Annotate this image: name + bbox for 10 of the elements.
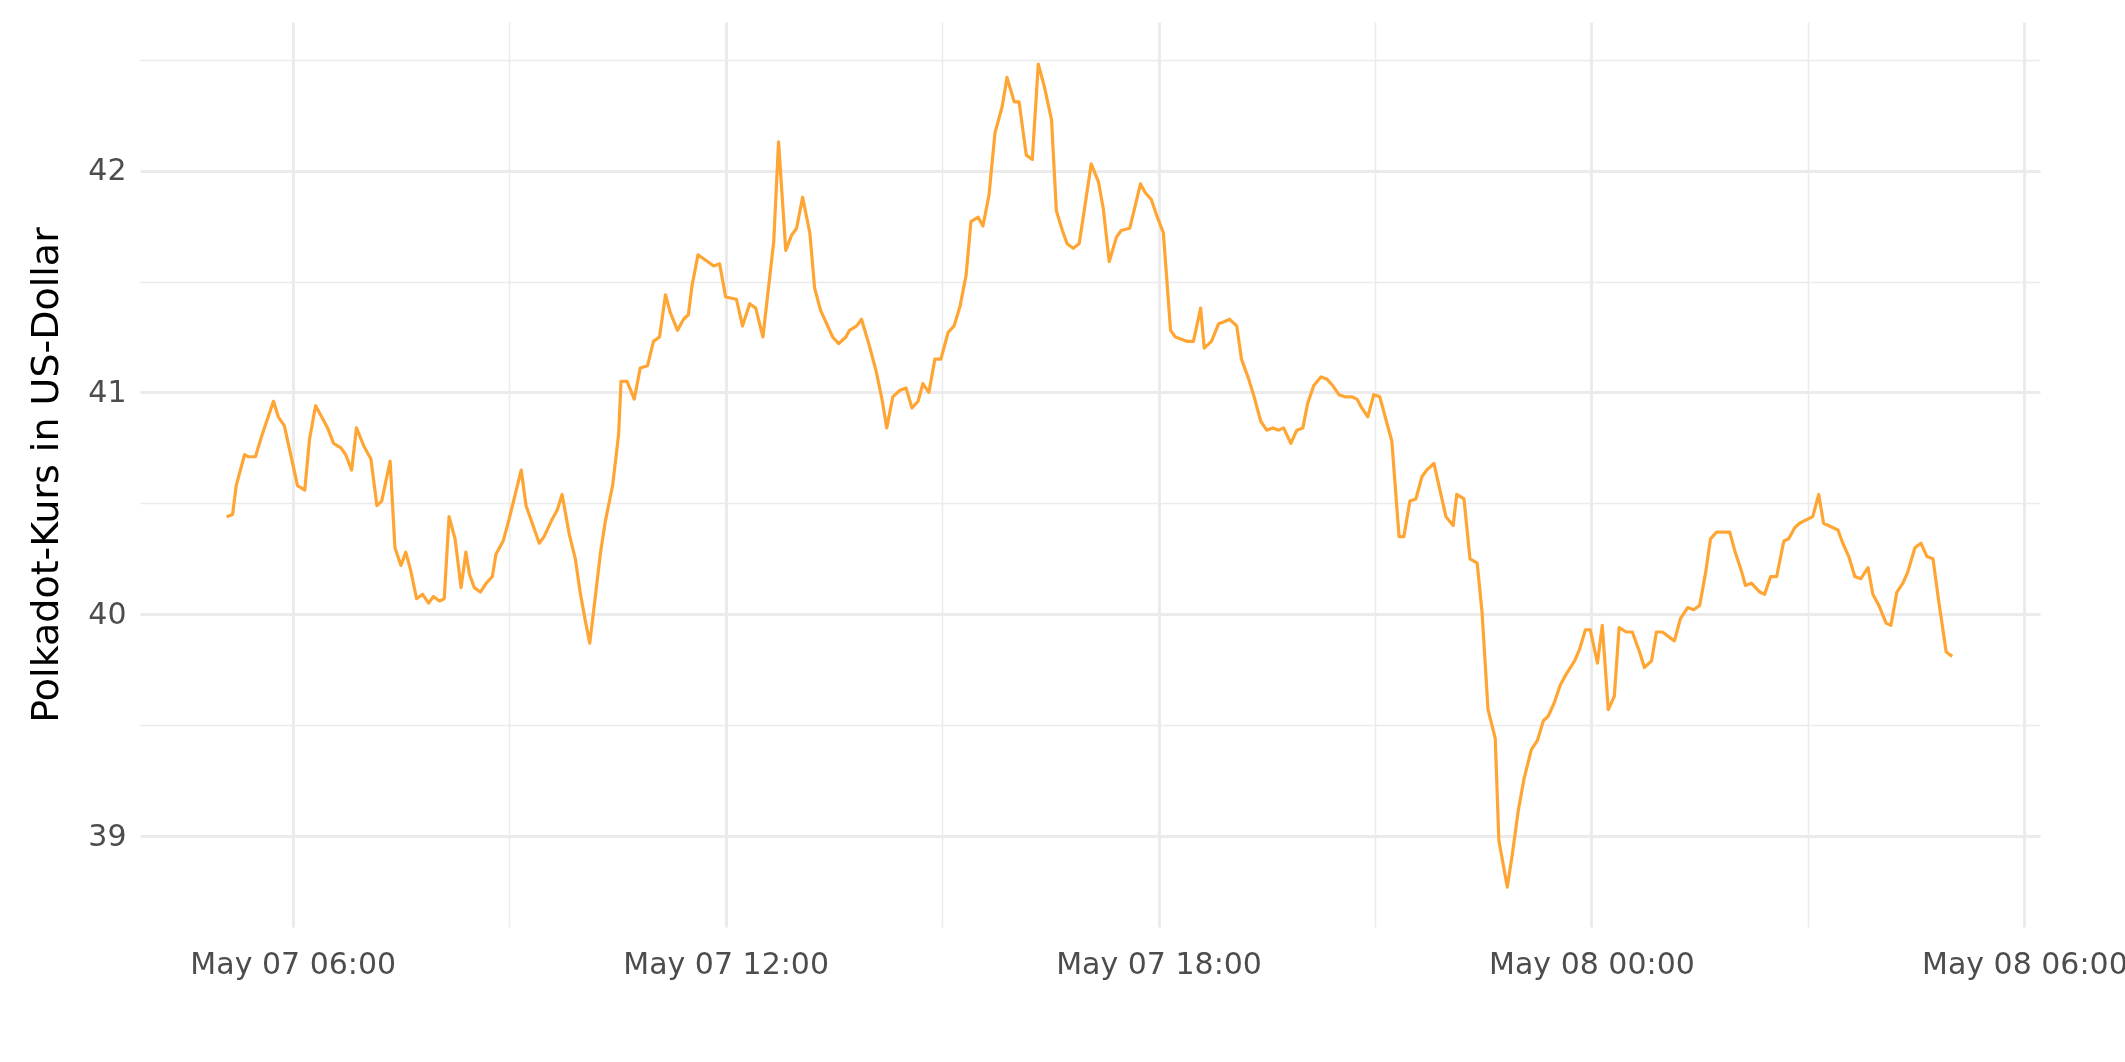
y-tick-label: 40 [88, 595, 127, 631]
y-tick-label: 39 [88, 817, 127, 853]
x-tick-label: May 07 06:00 [190, 945, 397, 981]
x-tick-label: May 08 00:00 [1489, 945, 1695, 981]
x-tick-label: May 07 12:00 [623, 945, 829, 981]
y-axis-title: Polkadot-Kurs in US-Dollar [23, 226, 68, 723]
x-tick-label: May 08 06:00 [1922, 945, 2125, 981]
x-tick-label: May 07 18:00 [1056, 945, 1262, 981]
y-tick-label: 42 [88, 152, 127, 188]
y-tick-label: 41 [88, 373, 127, 409]
